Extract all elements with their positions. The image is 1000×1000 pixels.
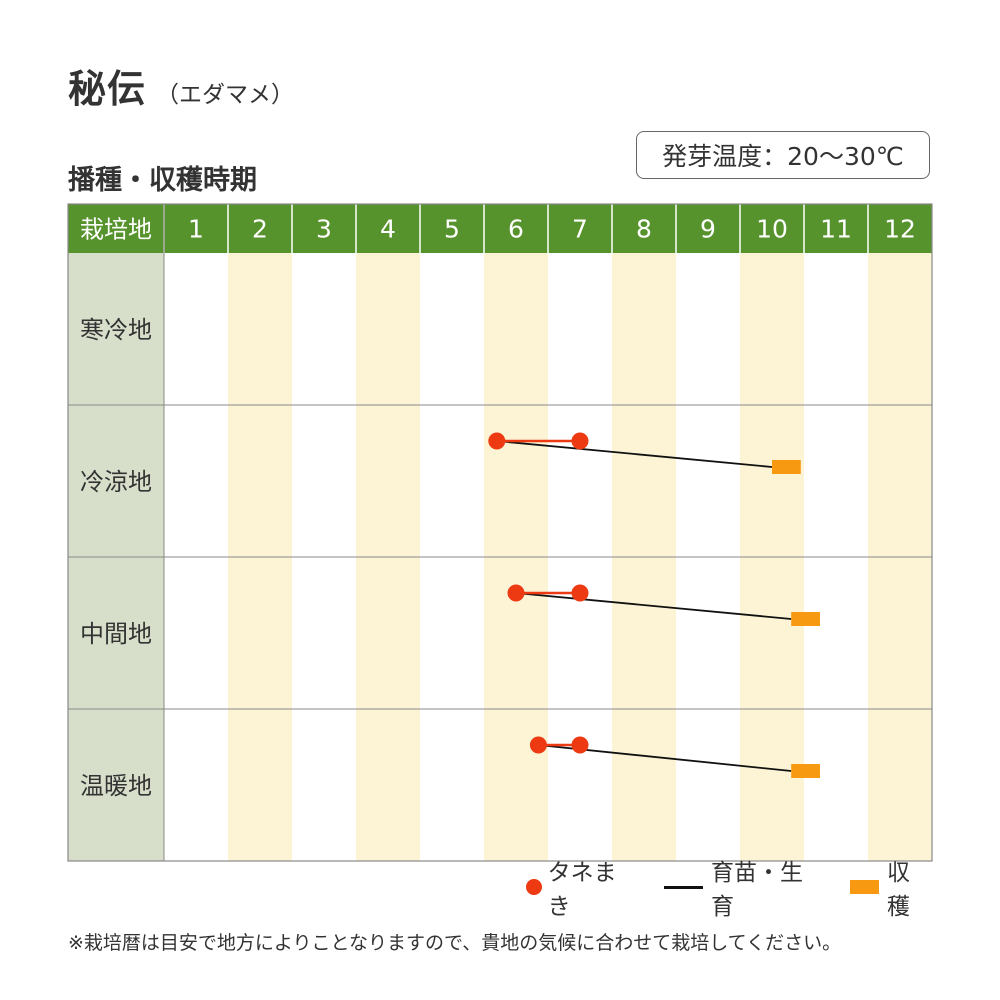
sowing-start-dot-3 — [529, 736, 547, 754]
chart-border — [67, 203, 933, 862]
harvest-bar-1 — [772, 460, 801, 474]
chart-title: 秘伝 （エダマメ） — [68, 58, 294, 113]
month-label-8: 8 — [636, 215, 652, 244]
legend-growing-label: 育苗・生育 — [710, 860, 803, 920]
month-label-5: 5 — [444, 215, 460, 244]
month-label-2: 2 — [252, 215, 268, 244]
legend-sowing-label: タネまき — [547, 860, 617, 920]
legend-sowing-marker — [525, 879, 542, 895]
month-label-1: 1 — [188, 215, 204, 244]
month-label-12: 12 — [884, 215, 916, 244]
sowing-start-dot-2 — [507, 584, 525, 602]
legend-growing-marker — [663, 885, 703, 889]
month-label-11: 11 — [820, 215, 852, 244]
legend-harvest-label: 収穫 — [886, 860, 910, 920]
legend-harvest-marker — [849, 880, 879, 894]
sowing-end-dot-3 — [571, 736, 589, 754]
region-label-0: 寒冷地 — [80, 316, 152, 344]
growing-line-1 — [496, 440, 773, 468]
sowing-end-dot-1 — [571, 432, 589, 450]
germination-temp-text: 発芽温度：20～30℃ — [662, 142, 904, 171]
germination-temp-badge: 発芽温度：20～30℃ — [636, 131, 930, 179]
month-label-10: 10 — [756, 215, 788, 244]
header-bar — [68, 204, 932, 253]
section-title: 播種・収穫時期 — [68, 165, 257, 196]
harvest-bar-2 — [791, 612, 820, 626]
month-label-9: 9 — [700, 215, 716, 244]
legend-growing: 育苗・生育 — [663, 853, 824, 921]
growing-line-2 — [515, 592, 792, 620]
sowing-start-dot-1 — [488, 432, 506, 450]
footnote: ※栽培暦は目安で地方によりことなりますので、貴地の気候に合わせて栽培してください… — [68, 932, 842, 954]
region-label-2: 中間地 — [80, 620, 152, 648]
month-label-4: 4 — [380, 215, 396, 244]
legend-harvest: 収穫 — [849, 853, 932, 921]
month-label-3: 3 — [316, 215, 332, 244]
month-label-6: 6 — [508, 215, 524, 244]
month-label-7: 7 — [572, 215, 588, 244]
harvest-bar-3 — [791, 764, 820, 778]
header-region-label: 栽培地 — [80, 216, 152, 244]
title-main: 秘伝 — [68, 67, 147, 111]
legend-sowing: タネまき — [525, 853, 638, 921]
region-label-1: 冷涼地 — [80, 468, 152, 496]
sowing-end-dot-2 — [571, 584, 589, 602]
title-sub: （エダマメ） — [156, 82, 295, 108]
region-label-3: 温暖地 — [80, 772, 152, 800]
legend: タネまき 育苗・生育 収穫 — [500, 860, 932, 920]
